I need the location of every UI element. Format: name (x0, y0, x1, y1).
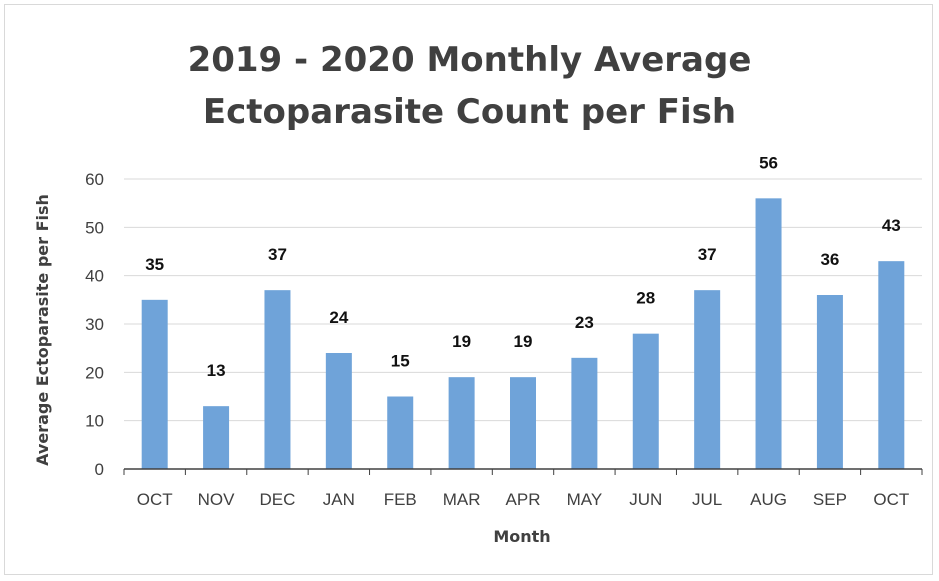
gridlines (124, 178, 922, 422)
bar (264, 290, 291, 469)
data-label: 43 (882, 216, 901, 235)
y-tick-label: 50 (85, 218, 104, 237)
chart-title-line-2: Ectoparasite Count per Fish (202, 92, 737, 132)
y-tick-label: 10 (85, 412, 104, 431)
data-label: 19 (514, 332, 533, 351)
x-tick-label: NOV (198, 490, 236, 509)
y-tick-label: 0 (95, 460, 104, 479)
x-tick-label: MAY (567, 490, 603, 509)
data-labels: 35 13 37 24 15 19 19 23 28 37 56 36 43 (145, 153, 901, 380)
bar (755, 198, 782, 470)
bar (632, 333, 659, 469)
y-tick-label: 60 (85, 170, 104, 189)
axes (123, 468, 923, 475)
x-axis-title: Month (493, 527, 550, 546)
bar (448, 377, 475, 469)
chart-title-line-1: 2019 - 2020 Monthly Average (187, 40, 752, 80)
x-tick-label: JUN (629, 490, 662, 509)
bar (694, 290, 721, 469)
x-tick-label: APR (506, 490, 541, 509)
y-tick-label: 30 (85, 315, 104, 334)
data-label: 28 (636, 289, 655, 308)
bar (325, 353, 352, 469)
bars (141, 198, 905, 470)
data-label: 23 (575, 313, 594, 332)
x-tick-label: OCT (873, 490, 909, 509)
data-label: 37 (698, 245, 717, 264)
y-tick-label: 40 (85, 267, 104, 286)
data-label: 19 (452, 332, 471, 351)
x-tick-label: FEB (384, 490, 417, 509)
x-tick-labels: OCT NOV DEC JAN FEB MAR APR MAY JUN JUL AUG SEP OCT (137, 490, 910, 509)
data-label: 24 (329, 308, 348, 327)
x-tick-label: MAR (443, 490, 481, 509)
chart-title: 2019 - 2020 Monthly Average Ectoparasite… (0, 34, 939, 138)
data-label: 35 (145, 255, 164, 274)
bar (203, 406, 230, 469)
bar (816, 295, 843, 469)
x-tick-label: OCT (137, 490, 173, 509)
x-tick-label: JAN (323, 490, 355, 509)
data-label: 13 (207, 361, 226, 380)
x-tick-label: AUG (750, 490, 787, 509)
x-tick-label: JUL (692, 490, 722, 509)
bar (571, 357, 598, 469)
bar (387, 396, 414, 469)
data-label: 37 (268, 245, 287, 264)
y-axis-title: Average Ectoparasite per Fish (33, 194, 52, 466)
y-tick-label: 20 (85, 363, 104, 382)
bar (141, 299, 168, 469)
bar (878, 261, 905, 469)
data-label: 56 (759, 153, 778, 172)
data-label: 36 (820, 250, 839, 269)
data-label: 15 (391, 352, 410, 371)
x-tick-label: DEC (260, 490, 296, 509)
bar (510, 377, 536, 469)
x-tick-label: SEP (813, 490, 847, 509)
y-tick-labels: 0 10 20 30 40 50 60 (85, 170, 104, 479)
